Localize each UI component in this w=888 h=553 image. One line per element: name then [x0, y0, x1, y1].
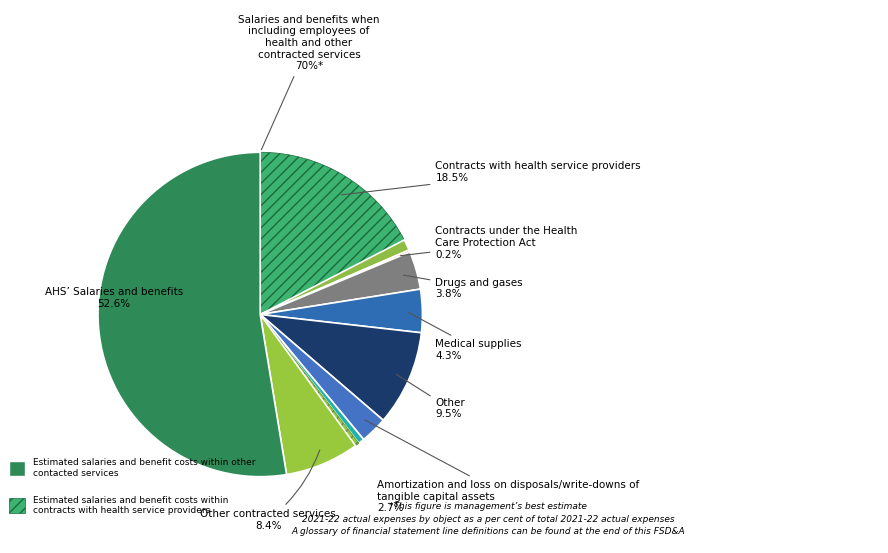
Wedge shape	[260, 252, 420, 315]
Text: Drugs and gases
3.8%: Drugs and gases 3.8%	[403, 275, 523, 299]
Wedge shape	[260, 250, 410, 315]
Wedge shape	[260, 289, 423, 333]
Text: AHS’ Salaries and benefits
52.6%: AHS’ Salaries and benefits 52.6%	[45, 288, 183, 309]
Wedge shape	[260, 315, 384, 440]
FancyBboxPatch shape	[9, 498, 25, 513]
Wedge shape	[260, 315, 355, 474]
Text: *This figure is management’s best estimate
2021-22 actual expenses by object as : *This figure is management’s best estima…	[291, 503, 686, 536]
Wedge shape	[260, 240, 409, 315]
Text: Contracts with health service providers
18.5%: Contracts with health service providers …	[341, 161, 641, 195]
Wedge shape	[260, 315, 422, 420]
Text: Salaries and benefits when
including employees of
health and other
contracted se: Salaries and benefits when including emp…	[238, 15, 380, 150]
Text: Estimated salaries and benefit costs within other
contacted services: Estimated salaries and benefit costs wit…	[33, 458, 256, 478]
FancyBboxPatch shape	[9, 461, 25, 476]
Text: Medical supplies
4.3%: Medical supplies 4.3%	[408, 312, 522, 361]
Text: Other contracted services
8.4%: Other contracted services 8.4%	[201, 450, 337, 531]
Wedge shape	[260, 315, 363, 444]
Text: Contracts under the Health
Care Protection Act
0.2%: Contracts under the Health Care Protecti…	[400, 227, 578, 260]
Wedge shape	[98, 152, 287, 477]
Text: Other
9.5%: Other 9.5%	[396, 374, 465, 419]
Wedge shape	[260, 152, 404, 315]
Wedge shape	[260, 315, 359, 446]
Text: Estimated salaries and benefit costs within
contracts with health service provid: Estimated salaries and benefit costs wit…	[33, 495, 228, 515]
Text: Amortization and loss on disposals/write-downs of
tangible capital assets
2.7%: Amortization and loss on disposals/write…	[365, 420, 639, 513]
